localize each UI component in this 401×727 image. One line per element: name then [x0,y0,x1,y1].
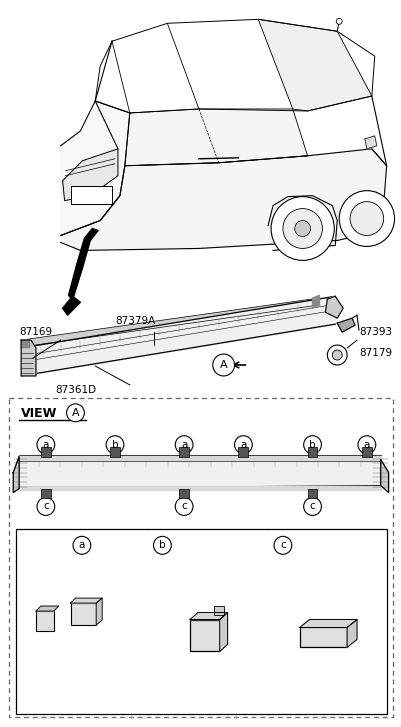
Circle shape [234,435,252,454]
Circle shape [73,537,91,554]
Circle shape [81,611,86,616]
Circle shape [175,497,192,515]
Polygon shape [13,457,388,489]
Circle shape [357,435,375,454]
Bar [190,619,219,651]
Bar [70,603,96,625]
Bar [307,489,317,499]
Text: c: c [279,540,285,550]
Circle shape [326,345,346,365]
Polygon shape [346,619,356,648]
Circle shape [303,497,321,515]
Bar [36,611,54,631]
Polygon shape [324,297,342,318]
Circle shape [212,354,234,376]
Circle shape [294,220,310,236]
Polygon shape [63,297,80,316]
Polygon shape [299,619,356,627]
Text: A: A [219,360,227,370]
Bar [70,185,112,204]
Polygon shape [257,20,371,111]
Bar [41,489,51,499]
Circle shape [273,537,291,554]
Polygon shape [312,295,319,308]
Text: a: a [363,440,369,450]
Bar [238,446,248,457]
Circle shape [349,201,383,236]
Text: 87169: 87169 [19,327,52,337]
Bar [179,446,188,457]
Bar [307,446,317,457]
Text: c: c [309,502,315,512]
Text: a: a [43,440,49,450]
Polygon shape [69,228,98,300]
Text: c: c [43,502,49,512]
Polygon shape [380,459,388,492]
Circle shape [332,350,341,360]
Text: a: a [79,540,85,550]
Text: b: b [111,440,118,450]
Circle shape [270,196,334,260]
Polygon shape [36,606,59,611]
Text: A: A [71,408,79,418]
Circle shape [303,435,321,454]
Circle shape [335,18,341,24]
Bar [179,489,188,499]
Text: a: a [180,440,187,450]
Polygon shape [61,149,386,250]
Bar [41,446,51,457]
Polygon shape [336,318,354,332]
Polygon shape [63,149,117,201]
Circle shape [67,403,84,422]
Polygon shape [190,613,227,619]
Text: 87373E: 87373E [295,539,334,550]
Polygon shape [364,136,376,149]
Text: b: b [159,540,165,550]
Circle shape [338,190,393,246]
Text: a: a [240,440,246,450]
Circle shape [77,608,89,620]
Text: c: c [181,502,186,512]
Text: VIEW: VIEW [21,407,57,419]
Text: 85316: 85316 [175,539,208,550]
Text: 87379A: 87379A [115,316,155,326]
Circle shape [282,209,322,249]
Text: 86414B: 86414B [24,569,61,579]
Circle shape [37,497,55,515]
Circle shape [153,537,171,554]
Polygon shape [13,457,19,492]
Polygon shape [70,598,102,603]
Bar [361,446,371,457]
Polygon shape [96,598,102,625]
Polygon shape [21,340,29,347]
Polygon shape [61,101,130,236]
Text: 87179: 87179 [358,348,391,358]
Text: 87361D: 87361D [56,385,97,395]
Bar [16,529,386,714]
Circle shape [106,435,124,454]
Circle shape [175,435,192,454]
Bar [110,446,119,457]
Polygon shape [21,340,36,376]
Bar [299,627,346,648]
Circle shape [37,435,55,454]
Text: 87375F: 87375F [61,683,97,694]
Bar [213,606,223,614]
Polygon shape [125,109,307,166]
Text: 87393: 87393 [358,327,391,337]
Text: b: b [308,440,315,450]
Polygon shape [219,613,227,651]
